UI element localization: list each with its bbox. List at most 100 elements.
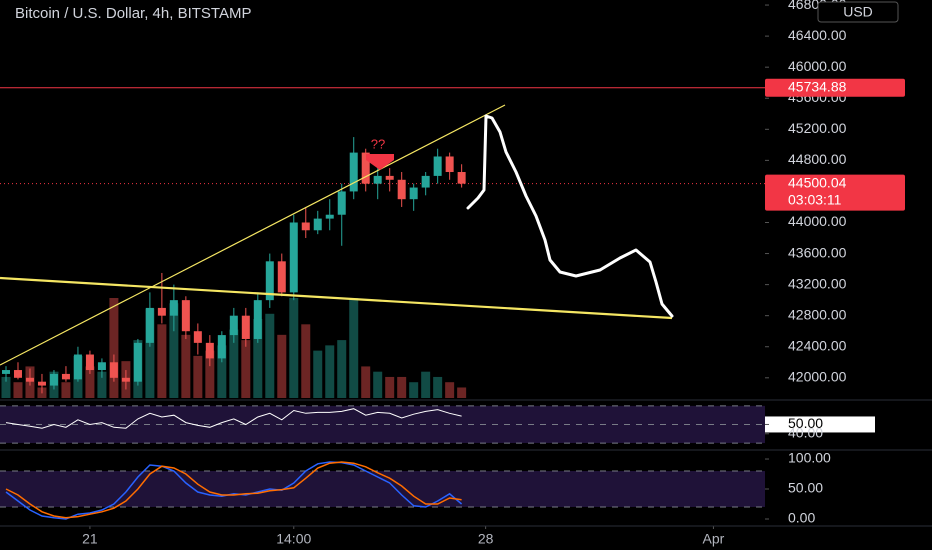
rsi-line [5, 408, 462, 429]
candle-body [205, 342, 214, 359]
stoch-line [5, 461, 462, 519]
y-tick-label: 46000.00 [788, 58, 847, 74]
volume-bar [397, 376, 407, 398]
countdown: 03:03:11 [788, 191, 842, 207]
annotation: ?? [371, 136, 385, 151]
price-label: 44500.04 [788, 174, 847, 190]
price-label: 45734.88 [788, 78, 847, 94]
candle-body [13, 370, 22, 378]
volume-bar [337, 340, 347, 398]
candle-body [217, 335, 226, 359]
volume-bar [229, 329, 239, 398]
price-label-box [765, 174, 905, 211]
candle-body [61, 373, 70, 380]
volume-bar [421, 371, 431, 398]
candle-body [73, 354, 82, 380]
stoch-band [0, 471, 765, 508]
candle-body [385, 175, 394, 180]
y-tick-label: 43200.00 [788, 275, 847, 291]
candle-body [349, 152, 358, 192]
candle-body [133, 342, 142, 382]
y-tick-label: 44000.00 [788, 213, 847, 229]
volume-bar [193, 355, 203, 398]
volume-bar [349, 298, 359, 398]
candle-body [85, 354, 94, 371]
candle-body [433, 156, 442, 176]
y-tick-label: 46400.00 [788, 27, 847, 43]
rsi-value-box [765, 416, 875, 433]
currency[interactable]: USD [843, 4, 873, 20]
candle-body [325, 214, 334, 219]
volume-bar [157, 324, 167, 398]
volume-bar [61, 382, 71, 398]
volume-bar [109, 298, 119, 398]
candle-body [265, 261, 274, 301]
candle-body [397, 179, 406, 200]
volume-bar [277, 334, 287, 398]
volume-bar [373, 371, 383, 398]
candle-body [25, 377, 34, 382]
candle-body [121, 377, 130, 382]
currency-box[interactable] [817, 1, 899, 23]
trendline [0, 104, 506, 366]
candle-body [253, 300, 262, 339]
candle-body [37, 381, 46, 386]
y-tick-label: 43600.00 [788, 244, 847, 260]
y-tick-label: 46800.00 [788, 0, 847, 12]
candle-body [181, 300, 190, 332]
candle-body [229, 315, 238, 336]
candle-body [313, 218, 322, 231]
volume-bar [169, 303, 179, 398]
y-tick-label: 0.00 [788, 510, 815, 526]
y-tick-label: 42800.00 [788, 306, 847, 322]
y-tick-label: 45200.00 [788, 120, 847, 136]
x-tick-label: 14:00 [276, 531, 311, 547]
x-tick-label: Apr [703, 531, 725, 547]
volume-bar [97, 371, 107, 398]
volume-bar [145, 308, 155, 398]
candle-body [49, 373, 58, 386]
volume-bar [85, 366, 95, 398]
arrow-icon [366, 154, 394, 170]
candle-body [241, 315, 250, 339]
volume-bar [289, 298, 299, 398]
volume-bar [241, 340, 251, 398]
candle-body [145, 307, 154, 343]
candle-body [277, 261, 286, 293]
stoch-line [5, 461, 463, 520]
candle-body [421, 175, 430, 188]
volume-bar [301, 324, 311, 398]
y-tick-label: 100.00 [788, 450, 831, 466]
volume-bar [457, 387, 467, 398]
candle-body [193, 331, 202, 343]
volume-bar [409, 382, 419, 398]
price-label-box [765, 78, 905, 97]
trendline [0, 276, 673, 320]
candle-body [157, 307, 166, 316]
volume-bar [433, 376, 443, 398]
y-tick-label: 42400.00 [788, 337, 847, 353]
y-tick-label: 40.00 [788, 424, 823, 440]
y-tick-label: 44800.00 [788, 151, 847, 167]
volume-bar [253, 319, 263, 398]
volume-bar [205, 350, 215, 398]
candle-body [409, 187, 418, 200]
candle-body [445, 156, 454, 173]
candle-body [289, 222, 298, 293]
chart-title: Bitcoin / U.S. Dollar, 4h, BITSTAMP [15, 5, 251, 22]
candle-body [457, 172, 466, 184]
candle-body [361, 152, 370, 184]
y-tick-label: 50.00 [788, 480, 823, 496]
x-tick-label: 21 [82, 531, 98, 547]
volume-bar [445, 382, 455, 398]
volume-bar [1, 376, 11, 398]
volume-bar [181, 334, 191, 398]
candle-body [373, 175, 382, 184]
y-tick-label: 42000.00 [788, 369, 847, 385]
volume-bar [313, 350, 323, 398]
volume-bar [265, 313, 275, 398]
volume-bar [217, 345, 227, 398]
candle-body [337, 191, 346, 215]
